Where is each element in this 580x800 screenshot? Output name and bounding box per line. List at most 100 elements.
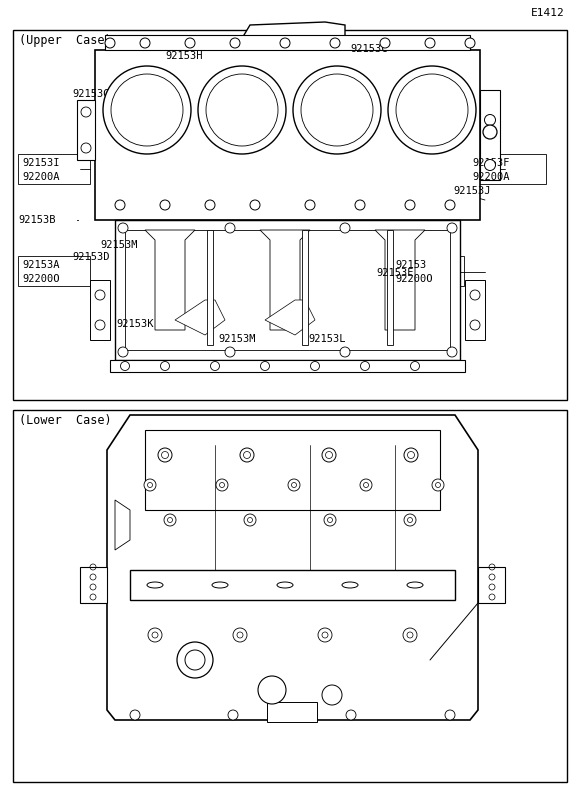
Text: 92153D: 92153D: [72, 252, 110, 262]
Circle shape: [260, 362, 270, 370]
Bar: [478, 567, 505, 603]
Circle shape: [121, 362, 129, 370]
Bar: [13, 30, 567, 400]
Circle shape: [244, 514, 256, 526]
Circle shape: [340, 347, 350, 357]
Polygon shape: [265, 300, 315, 335]
Ellipse shape: [212, 582, 228, 588]
Circle shape: [404, 514, 416, 526]
Bar: [18, 154, 90, 184]
Circle shape: [164, 514, 176, 526]
Circle shape: [318, 628, 332, 642]
Circle shape: [388, 66, 476, 154]
Text: 92153C: 92153C: [350, 44, 387, 54]
Circle shape: [198, 66, 286, 154]
Text: 92153E: 92153E: [376, 268, 414, 278]
Ellipse shape: [407, 582, 423, 588]
Circle shape: [148, 628, 162, 642]
Bar: [95, 50, 480, 220]
Bar: [125, 230, 450, 350]
Circle shape: [403, 628, 417, 642]
Circle shape: [216, 479, 228, 491]
Circle shape: [118, 223, 128, 233]
Circle shape: [411, 362, 419, 370]
Ellipse shape: [147, 582, 163, 588]
Circle shape: [118, 347, 128, 357]
Circle shape: [140, 38, 150, 48]
Circle shape: [324, 514, 336, 526]
Circle shape: [280, 38, 290, 48]
Circle shape: [405, 200, 415, 210]
Circle shape: [160, 200, 170, 210]
Circle shape: [225, 347, 235, 357]
Circle shape: [230, 38, 240, 48]
Text: (Lower  Case): (Lower Case): [19, 414, 111, 427]
Text: 92200O: 92200O: [395, 274, 433, 284]
Circle shape: [484, 159, 495, 170]
Polygon shape: [480, 90, 500, 180]
Circle shape: [305, 200, 315, 210]
Circle shape: [425, 38, 435, 48]
Text: 92153: 92153: [395, 260, 426, 270]
Circle shape: [158, 448, 172, 462]
Circle shape: [340, 223, 350, 233]
Circle shape: [105, 38, 115, 48]
Ellipse shape: [277, 582, 293, 588]
Polygon shape: [77, 100, 95, 160]
Circle shape: [310, 362, 320, 370]
Polygon shape: [145, 230, 195, 330]
Text: partsRepublik: partsRepublik: [183, 409, 397, 571]
Polygon shape: [115, 500, 130, 550]
Bar: [115, 220, 460, 360]
Circle shape: [161, 362, 169, 370]
Circle shape: [211, 362, 219, 370]
Bar: [145, 430, 440, 510]
Circle shape: [144, 479, 156, 491]
Circle shape: [483, 125, 497, 139]
Text: 92153F: 92153F: [472, 158, 509, 168]
Circle shape: [322, 448, 336, 462]
Circle shape: [233, 628, 247, 642]
Bar: [392, 256, 464, 286]
Polygon shape: [235, 22, 345, 50]
Circle shape: [484, 114, 495, 126]
Text: 92153I: 92153I: [22, 158, 60, 168]
Circle shape: [322, 685, 342, 705]
Text: 92153A: 92153A: [22, 260, 60, 270]
Circle shape: [360, 479, 372, 491]
Circle shape: [355, 200, 365, 210]
Circle shape: [240, 448, 254, 462]
Circle shape: [185, 38, 195, 48]
Circle shape: [177, 642, 213, 678]
Ellipse shape: [342, 582, 358, 588]
Polygon shape: [375, 230, 425, 330]
Text: 92153J: 92153J: [453, 186, 491, 196]
Polygon shape: [260, 230, 310, 330]
Bar: [130, 570, 455, 600]
Circle shape: [288, 479, 300, 491]
Circle shape: [404, 448, 418, 462]
Polygon shape: [107, 415, 478, 720]
Circle shape: [330, 38, 340, 48]
Circle shape: [103, 66, 191, 154]
Circle shape: [250, 200, 260, 210]
Bar: [105, 35, 470, 50]
Text: 92153K: 92153K: [116, 319, 154, 329]
Bar: [387, 230, 393, 345]
Polygon shape: [175, 300, 225, 335]
Text: 92153B: 92153B: [18, 215, 56, 225]
Bar: [90, 280, 110, 340]
Polygon shape: [110, 360, 465, 372]
Text: 92200A: 92200A: [472, 172, 509, 182]
Text: 92200A: 92200A: [22, 172, 60, 182]
Circle shape: [258, 676, 286, 704]
Circle shape: [225, 223, 235, 233]
Circle shape: [445, 200, 455, 210]
Bar: [18, 256, 90, 286]
Circle shape: [293, 66, 381, 154]
Bar: [468, 154, 546, 184]
Circle shape: [205, 200, 215, 210]
Bar: [207, 230, 213, 345]
Circle shape: [447, 347, 457, 357]
Text: 92153L: 92153L: [308, 334, 346, 344]
